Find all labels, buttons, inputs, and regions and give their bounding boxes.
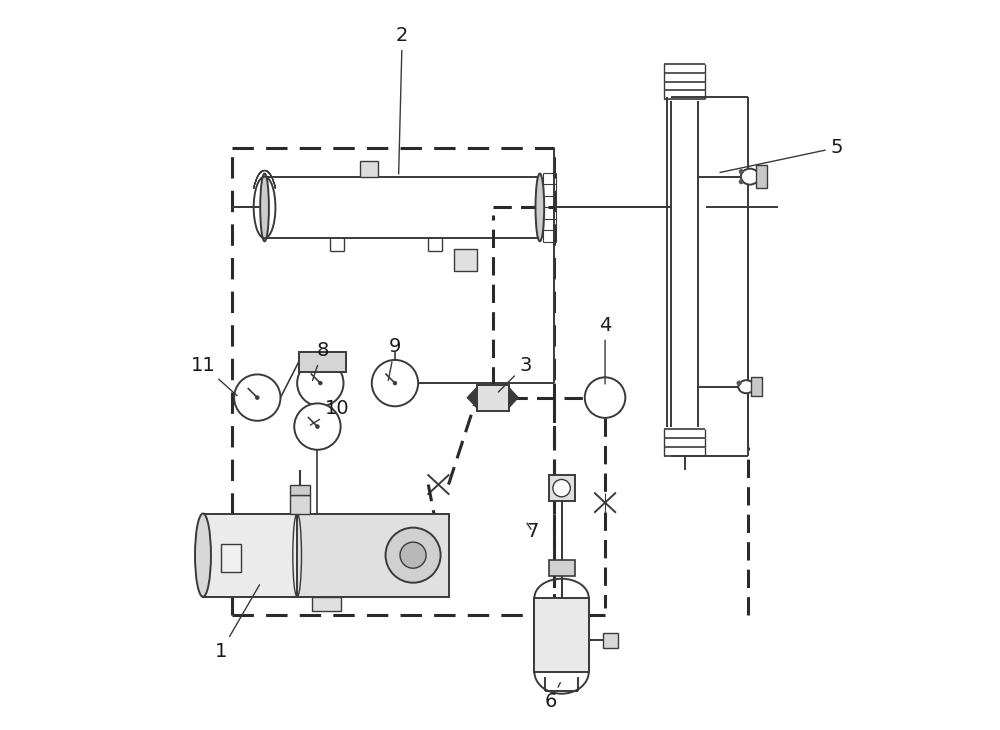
Bar	[549, 475, 575, 502]
Text: 1: 1	[215, 585, 260, 661]
Text: 11: 11	[191, 356, 237, 396]
Ellipse shape	[741, 169, 759, 185]
Ellipse shape	[738, 380, 754, 393]
Bar	[360, 161, 378, 177]
Polygon shape	[509, 388, 518, 408]
Text: 2: 2	[396, 26, 408, 174]
Circle shape	[318, 381, 322, 385]
Bar	[221, 545, 241, 572]
Bar	[477, 385, 509, 411]
Circle shape	[393, 381, 397, 385]
Text: 5: 5	[720, 138, 843, 172]
Text: 9: 9	[388, 337, 401, 380]
Circle shape	[316, 425, 319, 429]
Circle shape	[400, 542, 426, 568]
Text: 4: 4	[599, 315, 611, 384]
Bar	[299, 352, 346, 372]
Circle shape	[294, 404, 341, 450]
Circle shape	[737, 381, 741, 385]
Circle shape	[386, 528, 441, 583]
Text: 7: 7	[526, 522, 539, 541]
Circle shape	[585, 377, 625, 418]
Circle shape	[739, 169, 743, 174]
Bar	[290, 485, 310, 496]
Bar	[549, 560, 575, 576]
Circle shape	[297, 360, 344, 407]
Polygon shape	[467, 388, 477, 408]
Bar	[312, 597, 341, 611]
Bar	[756, 165, 767, 188]
Bar	[275, 513, 449, 597]
Text: 6: 6	[545, 683, 560, 711]
Ellipse shape	[535, 174, 544, 242]
Bar	[534, 598, 589, 672]
Text: 3: 3	[498, 356, 532, 392]
Circle shape	[372, 360, 418, 407]
Circle shape	[553, 480, 570, 497]
Circle shape	[234, 374, 280, 420]
Text: 8: 8	[313, 341, 329, 380]
Ellipse shape	[195, 513, 211, 597]
Bar	[203, 513, 297, 597]
Circle shape	[255, 396, 259, 399]
Circle shape	[739, 180, 743, 184]
Ellipse shape	[260, 174, 269, 242]
Bar	[751, 377, 762, 396]
Bar	[290, 496, 310, 513]
Text: 10: 10	[310, 399, 349, 425]
Bar	[603, 633, 618, 648]
Bar	[454, 249, 477, 271]
